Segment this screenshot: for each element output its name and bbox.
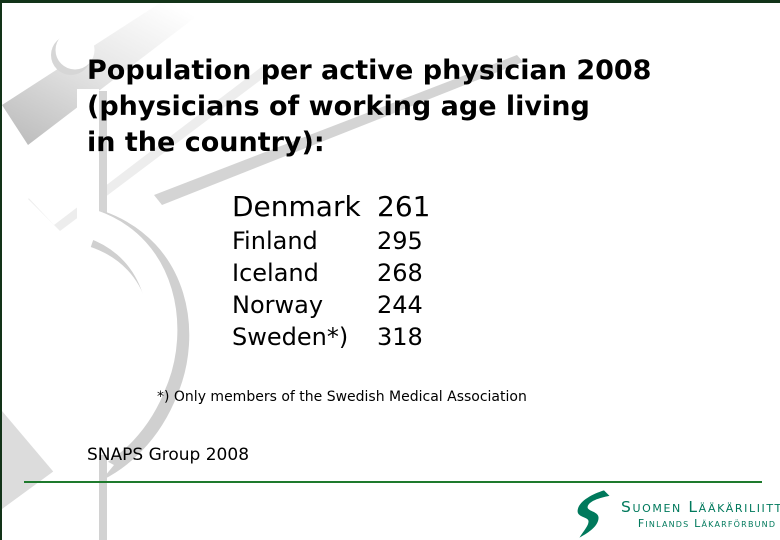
slide-title: Population per active physician 2008 (ph… xyxy=(87,53,651,161)
separator-line xyxy=(24,481,762,483)
country-value: 268 xyxy=(377,259,423,287)
country-label: Iceland xyxy=(232,259,319,287)
logo-name-swedish: Finlands Läkarförbund xyxy=(637,517,777,530)
country-table: Denmark 261 Finland 295 Iceland 268 Norw… xyxy=(232,189,430,353)
logo-name-finnish: Suomen Lääkäriliitto xyxy=(621,498,780,516)
watermark-ribbon-logo xyxy=(2,3,523,540)
country-label: Denmark xyxy=(232,190,361,223)
table-row: Iceland 268 xyxy=(232,257,430,289)
table-row: Denmark 261 xyxy=(232,189,430,225)
table-row: Finland 295 xyxy=(232,225,430,257)
country-value: 318 xyxy=(377,323,423,351)
title-line-2: (physicians of working age living xyxy=(87,91,590,122)
table-row: Sweden*) 318 xyxy=(232,321,430,353)
country-value: 244 xyxy=(377,291,423,319)
association-logo: Suomen Lääkäriliitto Finlands Läkarförbu… xyxy=(574,489,780,539)
footnote: *) Only members of the Swedish Medical A… xyxy=(157,389,527,405)
country-label: Finland xyxy=(232,227,318,255)
title-line-3: in the country): xyxy=(87,127,325,158)
country-label: Sweden*) xyxy=(232,323,349,351)
credit-text: SNAPS Group 2008 xyxy=(87,445,250,465)
association-s-icon xyxy=(577,490,610,538)
country-value: 295 xyxy=(377,227,423,255)
table-row: Norway 244 xyxy=(232,289,430,321)
country-label: Norway xyxy=(232,291,324,319)
title-line-1: Population per active physician 2008 xyxy=(87,55,652,86)
association-logo-text: Suomen Lääkäriliitto Finlands Läkarförbu… xyxy=(621,498,780,530)
country-value: 261 xyxy=(377,190,431,223)
